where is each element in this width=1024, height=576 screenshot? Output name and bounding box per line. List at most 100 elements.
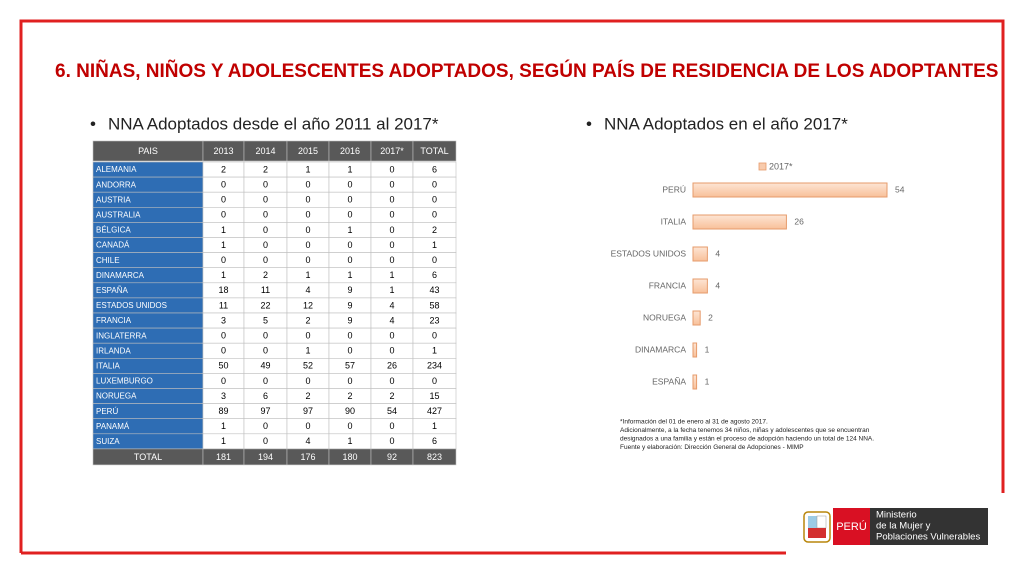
category-label: ITALIA	[661, 216, 687, 226]
table-header: 2015	[298, 146, 318, 156]
table-value: 0	[347, 240, 352, 250]
table-header: 2016	[340, 146, 360, 156]
category-label: ESTADOS UNIDOS	[611, 248, 687, 258]
table-total: 823	[427, 452, 442, 462]
table-value: 0	[347, 346, 352, 356]
table-value: 2	[263, 270, 268, 280]
table-value: 3	[221, 391, 226, 401]
table-value: 6	[263, 391, 268, 401]
table-value: 11	[261, 285, 270, 295]
table-header: 2017*	[380, 146, 404, 156]
table-value: 3	[221, 315, 226, 325]
table-value: 0	[347, 195, 352, 205]
table-value: 0	[221, 210, 226, 220]
table-header: 2013	[213, 146, 233, 156]
table-value: 0	[263, 346, 268, 356]
footnote: Adicionalmente, a la fecha tenemos 34 ni…	[620, 427, 870, 434]
table-value: 0	[263, 421, 268, 431]
table-value: 0	[221, 255, 226, 265]
country-label: SUIZA	[96, 437, 120, 446]
table-total: 176	[300, 452, 315, 462]
bullet: •	[90, 114, 96, 133]
country-label: INGLATERRA	[96, 331, 147, 340]
table-value: 0	[389, 331, 394, 341]
country-label: CHILE	[96, 256, 120, 265]
table-value: 2	[305, 315, 310, 325]
table-value: 0	[305, 331, 310, 341]
table-value: 4	[305, 436, 310, 446]
table-value: 0	[432, 331, 437, 341]
value-label: 4	[715, 280, 720, 290]
bar	[692, 182, 888, 198]
table-value: 0	[389, 421, 394, 431]
table-header: TOTAL	[420, 146, 448, 156]
table-value: 0	[305, 195, 310, 205]
table-value: 427	[427, 406, 442, 416]
table-total: 181	[216, 452, 231, 462]
table-value: 0	[221, 195, 226, 205]
logo-ministry: de la Mujer y	[876, 521, 931, 532]
country-label: ANDORRA	[96, 180, 137, 189]
table-value: 0	[263, 255, 268, 265]
table-value: 1	[432, 346, 437, 356]
table-value: 6	[432, 270, 437, 280]
table-total: TOTAL	[134, 452, 162, 462]
table-value: 15	[429, 391, 439, 401]
table-value: 2	[389, 391, 394, 401]
category-label: DINAMARCA	[635, 344, 686, 354]
country-label: ESPAÑA	[96, 286, 129, 295]
table-value: 2	[305, 391, 310, 401]
table-total: 92	[387, 452, 397, 462]
table-value: 1	[305, 270, 310, 280]
country-label: NORUEGA	[96, 392, 137, 401]
table-value: 0	[347, 376, 352, 386]
value-label: 4	[715, 248, 720, 258]
table-value: 5	[263, 315, 268, 325]
slide-title: 6. NIÑAS, NIÑOS Y ADOLESCENTES ADOPTADOS…	[55, 60, 998, 82]
country-label: BÉLGICA	[96, 226, 131, 235]
footnote: Fuente y elaboración: Dirección General …	[620, 444, 804, 451]
table-value: 0	[347, 421, 352, 431]
footnote: designados a una familia y están el proc…	[620, 436, 874, 443]
value-label: 2	[708, 312, 713, 322]
table-value: 1	[347, 225, 352, 235]
country-label: CANADÁ	[96, 241, 130, 250]
table-value: 0	[432, 195, 437, 205]
table-value: 6	[432, 436, 437, 446]
table-header: 2014	[255, 146, 275, 156]
bar	[692, 374, 698, 390]
table-value: 0	[305, 255, 310, 265]
country-label: ALEMANIA	[96, 165, 137, 174]
table-value: 0	[347, 210, 352, 220]
table-value: 50	[218, 361, 228, 371]
table-value: 1	[432, 240, 437, 250]
table-value: 6	[432, 164, 437, 174]
table-value: 0	[389, 436, 394, 446]
country-label: IRLANDA	[96, 346, 131, 355]
country-label: DINAMARCA	[96, 271, 145, 280]
table-value: 23	[429, 315, 439, 325]
table-value: 1	[221, 436, 226, 446]
table-value: 52	[303, 361, 313, 371]
table-value: 9	[347, 285, 352, 295]
category-label: PERÚ	[662, 184, 686, 194]
table-value: 234	[427, 361, 442, 371]
table-value: 2	[221, 164, 226, 174]
table-value: 0	[263, 240, 268, 250]
table-value: 54	[387, 406, 397, 416]
table-value: 9	[347, 300, 352, 310]
table-total: 194	[258, 452, 273, 462]
table-value: 0	[221, 376, 226, 386]
legend-label: 2017*	[769, 161, 793, 171]
table-value: 1	[347, 164, 352, 174]
table-value: 0	[389, 240, 394, 250]
table-value: 2	[263, 164, 268, 174]
bar	[692, 310, 701, 326]
table-value: 12	[303, 300, 313, 310]
table-total: 180	[342, 452, 357, 462]
table-value: 58	[429, 300, 439, 310]
table-value: 1	[221, 270, 226, 280]
table-cell	[412, 140, 457, 162]
table-value: 1	[221, 225, 226, 235]
